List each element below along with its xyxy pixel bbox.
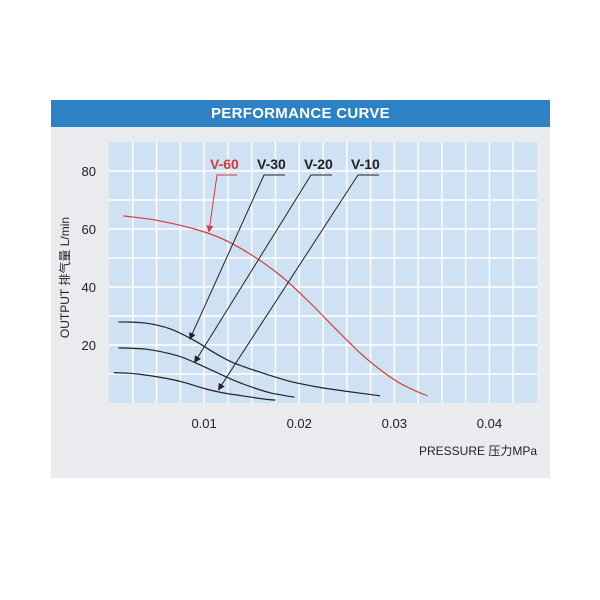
y-tick-label: 60 — [82, 222, 96, 237]
y-tick-label: 40 — [82, 280, 96, 295]
annotation-label-v-20: V-20 — [304, 156, 333, 172]
performance-chart: 20 40 60 80 0.01 0.02 0.03 0.04 PRESSURE 压力MPa OU… — [57, 142, 537, 458]
annotation-arrow-v-60 — [206, 174, 237, 233]
y-axis-label: OUTPUT 排气量 L/min — [57, 217, 72, 338]
annotation-label-v-10: V-10 — [351, 156, 380, 172]
annotation-arrow-v-10 — [217, 174, 379, 391]
annotation-label-v-60: V-60 — [210, 156, 239, 172]
series-line-v-60 — [123, 215, 428, 397]
x-tick-label: 0.03 — [382, 416, 407, 431]
series-line-v-20 — [118, 347, 295, 398]
x-tick-label: 0.01 — [191, 416, 216, 431]
y-tick-label: 20 — [82, 338, 96, 353]
x-axis-label: PRESSURE 压力MPa — [419, 444, 537, 458]
x-tick-label: 0.02 — [287, 416, 312, 431]
x-tick-label: 0.04 — [477, 416, 502, 431]
annotation-label-v-30: V-30 — [257, 156, 286, 172]
annotation-arrow-v-30 — [189, 174, 285, 340]
annotation-arrow-v-20 — [194, 174, 332, 363]
series-line-v-30 — [118, 321, 381, 397]
y-tick-label: 80 — [82, 164, 96, 179]
series-line-v-10 — [113, 372, 276, 401]
chart-card: 20 40 60 80 0.01 0.02 0.03 0.04 PRESSURE 压力MPa OU… — [51, 100, 550, 478]
chart-title: PERFORMANCE CURVE — [51, 100, 550, 127]
